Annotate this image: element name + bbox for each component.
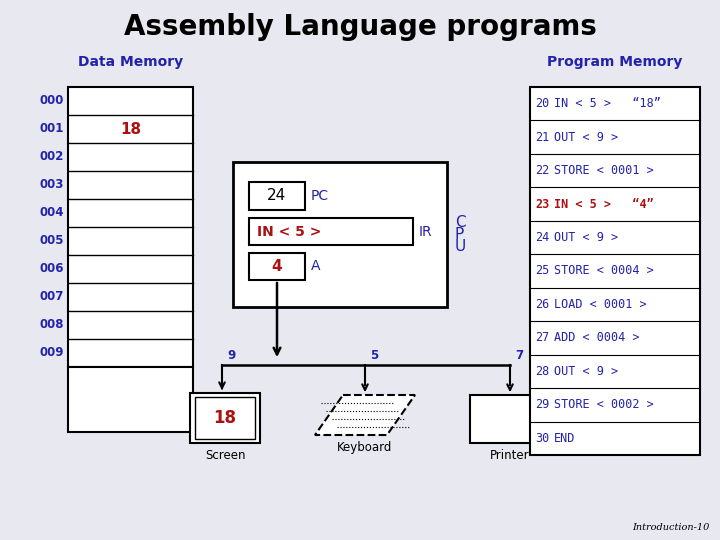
Text: U: U: [455, 239, 467, 254]
Text: Keyboard: Keyboard: [337, 441, 392, 454]
Text: Assembly Language programs: Assembly Language programs: [124, 13, 596, 41]
Text: LOAD < 0001 >: LOAD < 0001 >: [554, 298, 647, 311]
Text: 5: 5: [370, 349, 378, 362]
Text: Introduction-10: Introduction-10: [633, 523, 710, 532]
Text: 18: 18: [120, 122, 141, 137]
Text: Data Memory: Data Memory: [78, 55, 183, 69]
Text: 003: 003: [40, 179, 64, 192]
Text: 24: 24: [267, 188, 287, 204]
Text: 29: 29: [535, 399, 549, 411]
Text: ADD < 0004 >: ADD < 0004 >: [554, 332, 639, 345]
Text: 25: 25: [535, 265, 549, 278]
Text: IN < 5 >   “18”: IN < 5 > “18”: [554, 97, 661, 110]
Text: 9: 9: [227, 349, 235, 362]
Text: IN < 5 >: IN < 5 >: [257, 225, 321, 239]
Bar: [190, 393, 260, 443]
Text: Program Memory: Program Memory: [547, 55, 683, 69]
Text: Screen: Screen: [204, 449, 246, 462]
Polygon shape: [315, 395, 415, 435]
Text: 009: 009: [40, 347, 64, 360]
Bar: [530, 87, 700, 455]
Text: OUT < 9 >: OUT < 9 >: [554, 231, 618, 244]
Bar: [249, 218, 413, 245]
Text: 4: 4: [271, 259, 282, 274]
Text: 002: 002: [40, 151, 64, 164]
Bar: [195, 397, 255, 439]
Text: 20: 20: [535, 97, 549, 110]
Text: 007: 007: [40, 291, 64, 303]
Bar: [249, 182, 305, 210]
Text: 23: 23: [535, 198, 549, 211]
Bar: [233, 162, 447, 307]
Bar: [68, 367, 193, 432]
Polygon shape: [470, 395, 550, 443]
Text: OUT < 9 >: OUT < 9 >: [554, 365, 618, 378]
Text: PC: PC: [311, 189, 329, 203]
Text: 001: 001: [40, 123, 64, 136]
Text: IR: IR: [419, 225, 433, 239]
Bar: [68, 87, 193, 367]
Text: STORE < 0004 >: STORE < 0004 >: [554, 265, 654, 278]
Text: C: C: [455, 215, 466, 230]
Text: STORE < 0002 >: STORE < 0002 >: [554, 399, 654, 411]
Text: Printer: Printer: [490, 449, 530, 462]
Text: 18: 18: [214, 409, 236, 427]
Text: P: P: [455, 227, 464, 242]
Bar: [249, 253, 305, 280]
Text: OUT < 9 >: OUT < 9 >: [554, 131, 618, 144]
Text: 008: 008: [40, 319, 64, 332]
Text: END: END: [554, 432, 575, 445]
Text: 22: 22: [535, 164, 549, 177]
Text: 28: 28: [535, 365, 549, 378]
Text: STORE < 0001 >: STORE < 0001 >: [554, 164, 654, 177]
Text: A: A: [311, 260, 320, 273]
Text: 27: 27: [535, 332, 549, 345]
Text: IN < 5 >   “4”: IN < 5 > “4”: [554, 198, 654, 211]
Text: 7: 7: [515, 349, 523, 362]
Text: 24: 24: [535, 231, 549, 244]
Text: 26: 26: [535, 298, 549, 311]
Text: 006: 006: [40, 262, 64, 275]
Text: 30: 30: [535, 432, 549, 445]
Text: 004: 004: [40, 206, 64, 219]
Text: 005: 005: [40, 234, 64, 247]
Text: 000: 000: [40, 94, 64, 107]
Text: 21: 21: [535, 131, 549, 144]
